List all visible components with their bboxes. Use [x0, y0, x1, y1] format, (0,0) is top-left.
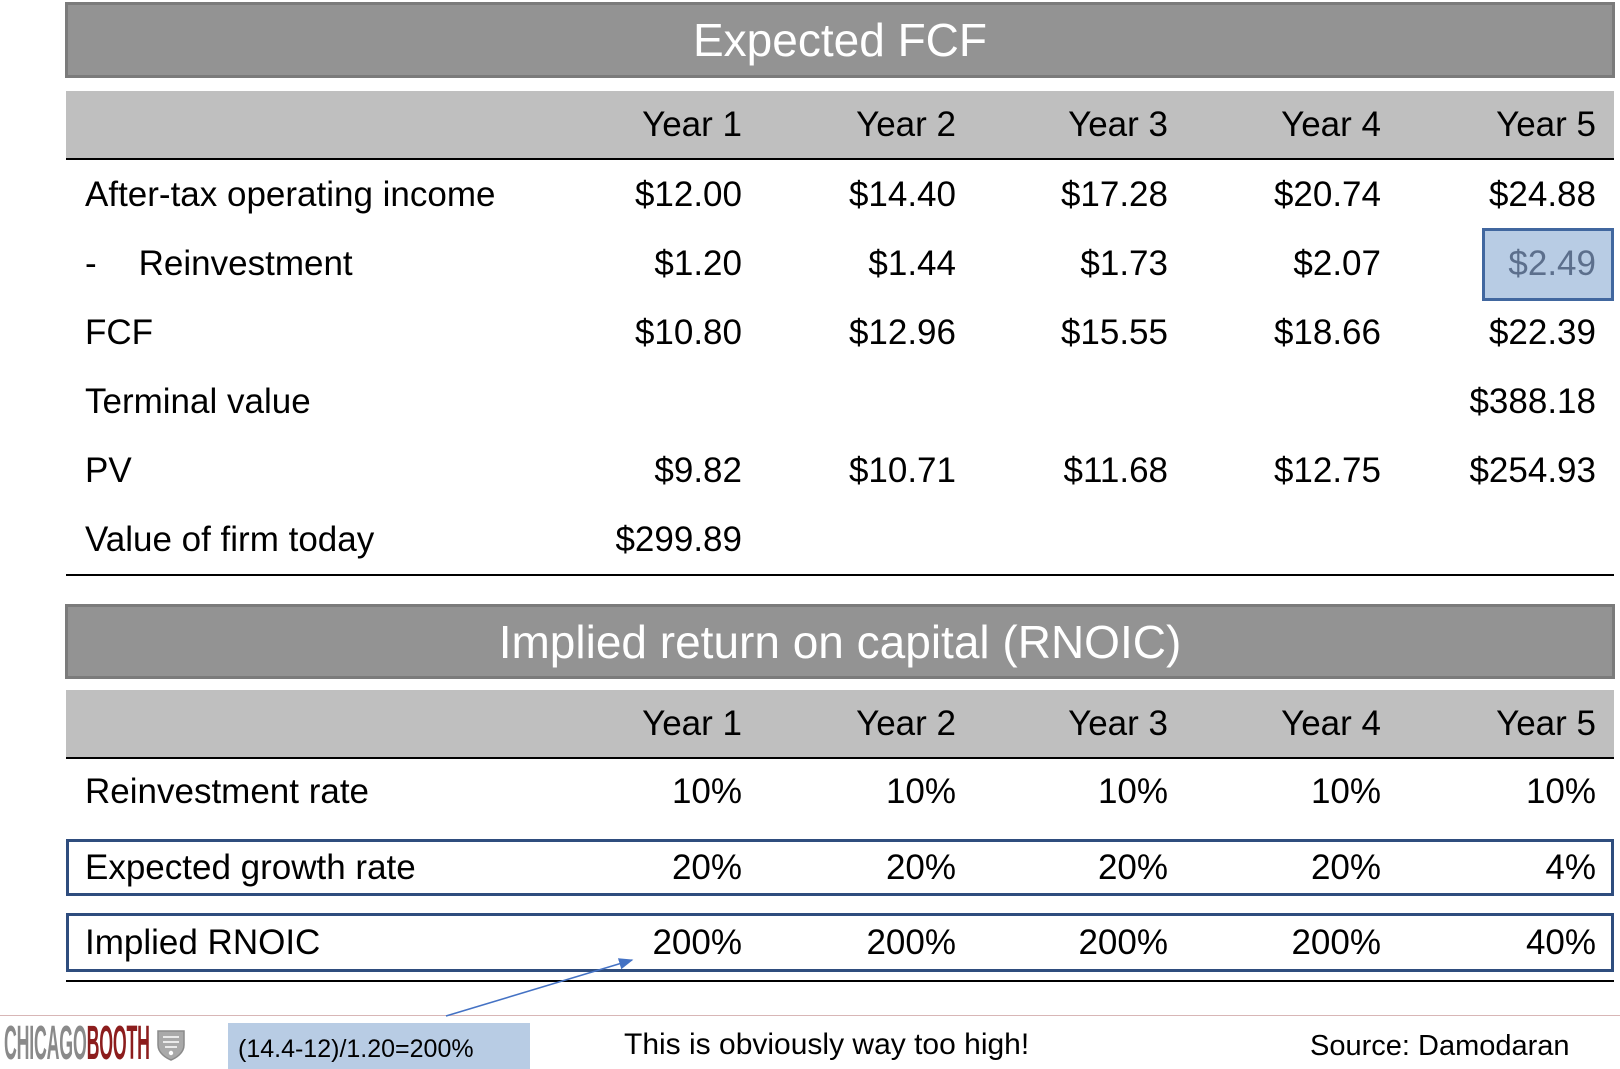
- header-year-5: Year 5: [1496, 703, 1596, 743]
- row-label: PV: [85, 450, 132, 490]
- header-year-2: Year 2: [856, 104, 956, 144]
- cell-year-1: 20%: [671, 847, 742, 887]
- row-label: Reinvestment rate: [85, 772, 370, 811]
- row-implied-rnoic: Implied RNOIC 200% 200% 200% 200% 40%: [66, 913, 1614, 972]
- cell-year-4: $12.75: [1273, 450, 1381, 490]
- cell-year-3: 20%: [1097, 847, 1168, 887]
- header-year-1: Year 1: [642, 104, 742, 144]
- cell-year-4: $18.66: [1273, 312, 1381, 352]
- cell-year-5: 10%: [1525, 772, 1596, 811]
- cell-year-2: $10.71: [848, 450, 956, 490]
- cell-year-3: 200%: [1078, 922, 1168, 962]
- cell-year-3: $15.55: [1060, 312, 1168, 352]
- row-label-text: Reinvestment: [138, 243, 353, 283]
- cell-year-4: 10%: [1310, 772, 1381, 811]
- row-label: Implied RNOIC: [85, 922, 321, 962]
- rnoic-title-bar: Implied return on capital (RNOIC): [65, 604, 1615, 679]
- cell-year-4: 200%: [1291, 922, 1381, 962]
- row-reinvestment: - Reinvestment $1.20 $1.44 $1.73 $2.07 $2…: [66, 229, 1614, 298]
- header-year-5: Year 5: [1496, 104, 1596, 144]
- header-year-3: Year 3: [1068, 703, 1168, 743]
- row-expected-growth-rate: Expected growth rate 20% 20% 20% 20% 4%: [66, 839, 1614, 896]
- cell-year-3: $1.73: [1080, 243, 1168, 283]
- fcf-title: Expected FCF: [693, 14, 987, 66]
- row-label: Value of firm today: [85, 519, 375, 559]
- highlighted-cell-box: [1482, 228, 1614, 301]
- cell-year-1: $1.20: [654, 243, 742, 283]
- header-year-4: Year 4: [1281, 104, 1381, 144]
- row-label: After-tax operating income: [85, 174, 496, 214]
- cell-year-1: $299.89: [615, 519, 742, 559]
- cell-year-1: 10%: [671, 772, 742, 811]
- cell-year-3: 10%: [1097, 772, 1168, 811]
- row-value-of-firm-today: Value of firm today $299.89: [66, 505, 1614, 574]
- cell-year-5: $254.93: [1469, 450, 1596, 490]
- cell-year-2: $14.40: [848, 174, 956, 214]
- row-fcf: FCF $10.80 $12.96 $15.55 $18.66 $22.39: [66, 298, 1614, 367]
- cell-year-2: 10%: [885, 772, 956, 811]
- footer-divider: [0, 1015, 1620, 1016]
- cell-year-3: $17.28: [1060, 174, 1168, 214]
- row-terminal-value: Terminal value $388.18: [66, 367, 1614, 436]
- row-pv: PV $9.82 $10.71 $11.68 $12.75 $254.93: [66, 436, 1614, 505]
- cell-year-5: $24.88: [1488, 174, 1596, 214]
- header-year-3: Year 3: [1068, 104, 1168, 144]
- cell-year-5: $388.18: [1469, 381, 1596, 421]
- cell-year-4: 20%: [1310, 847, 1381, 887]
- logo-word-booth: BOOTH: [86, 1017, 150, 1069]
- cell-year-2: $1.44: [868, 243, 956, 283]
- source-credit: Source: Damodaran: [1310, 1030, 1570, 1062]
- cell-year-1: $9.82: [654, 450, 742, 490]
- cell-year-4: $2.07: [1293, 243, 1381, 283]
- row-label: Expected growth rate: [85, 847, 416, 887]
- fcf-title-bar: Expected FCF: [65, 2, 1615, 78]
- cell-year-2: $12.96: [848, 312, 956, 352]
- cell-year-5-highlighted: $2.49: [1508, 243, 1596, 283]
- row-label: FCF: [85, 312, 154, 352]
- cell-year-3: $11.68: [1063, 450, 1168, 490]
- cell-year-1: 200%: [652, 922, 742, 962]
- rnoic-table-bottom-rule: [66, 980, 1614, 982]
- cell-year-4: $20.74: [1273, 174, 1381, 214]
- header-year-2: Year 2: [856, 703, 956, 743]
- formula-text: (14.4-12)/1.20=200%: [238, 1034, 474, 1063]
- header-year-1: Year 1: [642, 703, 742, 743]
- row-label: - Reinvestment: [66, 244, 542, 284]
- rnoic-header-row: Year 1 Year 2 Year 3 Year 4 Year 5: [66, 690, 1614, 759]
- cell-year-2: 200%: [866, 922, 956, 962]
- annotation-comment: This is obviously way too high!: [624, 1028, 1030, 1061]
- row-reinvestment-rate: Reinvestment rate 10% 10% 10% 10% 10%: [66, 759, 1614, 825]
- fcf-header-row: Year 1 Year 2 Year 3 Year 4 Year 5: [66, 91, 1614, 160]
- row-after-tax-operating-income: After-tax operating income $12.00 $14.40…: [66, 160, 1614, 229]
- header-year-4: Year 4: [1281, 703, 1381, 743]
- cell-year-5: 40%: [1525, 922, 1596, 962]
- logo-word-chicago: CHICAGO: [4, 1017, 87, 1069]
- row-label: Terminal value: [85, 381, 311, 421]
- fcf-table-bottom-rule: [66, 574, 1614, 576]
- minus-sign: -: [85, 243, 97, 283]
- logo-wordmark: CHICAGOBOOTH: [4, 1020, 150, 1068]
- rnoic-title: Implied return on capital (RNOIC): [498, 615, 1182, 668]
- cell-year-1: $10.80: [634, 312, 742, 352]
- cell-year-1: $12.00: [634, 174, 742, 214]
- cell-year-2: 20%: [885, 847, 956, 887]
- cell-year-5: 4%: [1545, 847, 1596, 887]
- cell-year-5: $22.39: [1488, 312, 1596, 352]
- booth-seal-icon: [157, 1030, 185, 1061]
- chicago-booth-logo: CHICAGOBOOTH: [4, 1020, 194, 1068]
- formula-callout: (14.4-12)/1.20=200%: [228, 1023, 530, 1069]
